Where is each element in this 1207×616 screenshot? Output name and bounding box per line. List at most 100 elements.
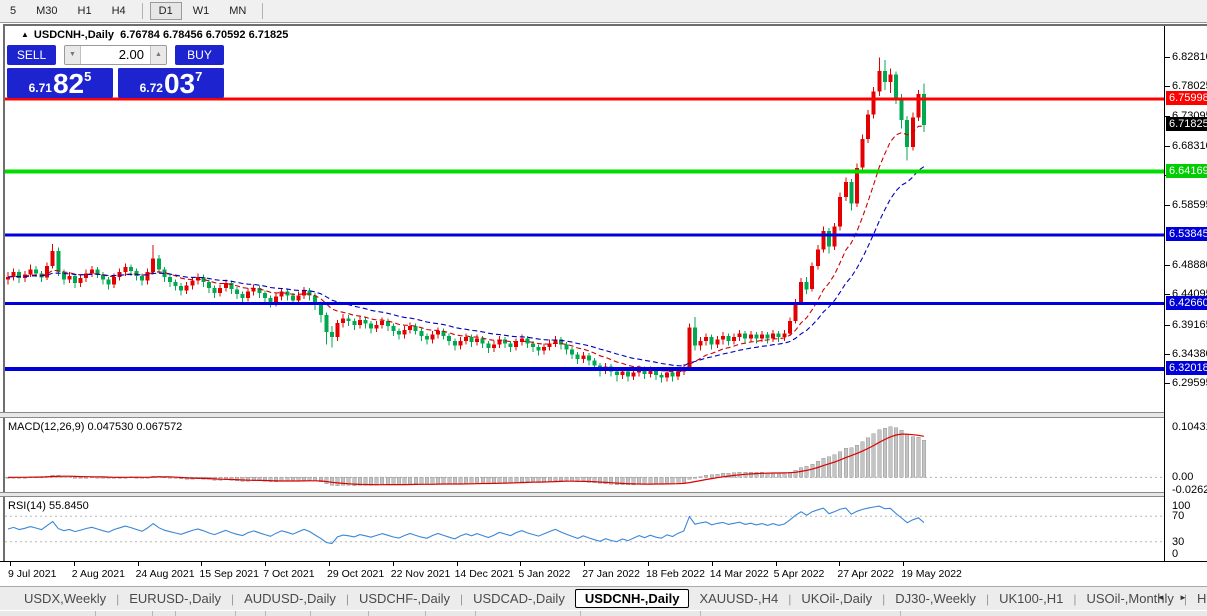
rsi-axis-label: 100 [1172, 500, 1191, 512]
date-label: 27 Apr 2022 [837, 568, 895, 580]
chart-tab[interactable]: USDCAD-,Daily [473, 591, 565, 606]
timeframe-button[interactable]: W1 [184, 2, 219, 20]
date-label: 29 Oct 2021 [327, 568, 385, 580]
status-strip-divider [265, 611, 266, 616]
macd-axis-label: 0.104313 [1172, 420, 1207, 433]
chart-tab[interactable]: USDCHF-,Daily [358, 591, 450, 606]
timeframe-button[interactable]: H4 [103, 2, 135, 20]
chart-tab[interactable]: EURUSD-,Daily [129, 591, 221, 606]
chart-frame-top-border [3, 24, 1207, 26]
date-tick-mark [520, 562, 522, 566]
date-label: 24 Aug 2021 [135, 568, 195, 580]
rsi-chart[interactable] [5, 497, 1164, 561]
buy-price-panel[interactable]: 6.72 03 7 [118, 67, 224, 98]
price-tick-label: 6.82810 [1172, 50, 1207, 63]
tab-scroll-right-icon[interactable]: ► [1176, 591, 1190, 604]
rsi-line [7, 505, 925, 545]
tab-separator: | [882, 591, 886, 606]
date-tick-mark [584, 562, 586, 566]
level-price-badge[interactable]: 6.64169 [1166, 163, 1207, 178]
macd-name: MACD(12,26,9) [8, 421, 85, 433]
buy-price-big: 03 [163, 68, 196, 99]
price-tick-mark [1165, 383, 1170, 385]
buy-button[interactable]: BUY [175, 45, 224, 65]
rsi-value: 55.8450 [48, 500, 89, 512]
sell-button[interactable]: SELL [7, 45, 56, 65]
level-price-badge[interactable]: 6.53845 [1166, 226, 1207, 241]
volume-value[interactable]: 2.00 [118, 47, 144, 62]
date-tick-mark [775, 562, 777, 566]
one-click-collapse-icon[interactable]: ▲ [21, 30, 29, 39]
status-strip-divider [475, 611, 476, 616]
tab-separator: | [116, 591, 120, 606]
sell-price-small: 6.71 [28, 81, 52, 95]
level-price-badge[interactable]: 6.32018 [1166, 360, 1207, 375]
price-tick-mark [1165, 264, 1170, 266]
toolbar-separator [141, 3, 143, 19]
chart-tab[interactable]: XAUUSD-,H4 [699, 591, 779, 606]
pane-separator[interactable] [0, 412, 1207, 418]
sell-price-panel[interactable]: 6.71 82 5 [7, 67, 113, 98]
date-label: 7 Oct 2021 [263, 568, 315, 580]
chart-tab[interactable]: USDCNH-,Daily [574, 589, 690, 608]
macd-histogram [6, 426, 926, 486]
date-label: 14 Dec 2021 [454, 568, 515, 580]
macd-axis-label: -0.026249 [1172, 484, 1207, 497]
rsi-pane [5, 497, 1164, 561]
chart-tab[interactable]: USOil-,Monthly [1086, 591, 1174, 606]
date-label: 27 Jan 2022 [582, 568, 640, 580]
date-label: 14 Mar 2022 [709, 568, 769, 580]
ma-fast-line [7, 125, 924, 373]
tab-separator: | [1073, 591, 1077, 606]
tab-separator: | [788, 591, 792, 606]
tab-separator: | [345, 591, 349, 606]
date-label: 15 Sep 2021 [199, 568, 259, 580]
level-price-badge[interactable]: 6.42660 [1166, 295, 1207, 310]
price-tick-label: 6.58595 [1172, 199, 1207, 212]
price-axis[interactable]: 6.828106.780256.730956.683106.635256.585… [1164, 26, 1207, 561]
timeframe-toolbar: 5 M30 H1 H4 D1 W1 MN [0, 0, 1207, 23]
chart-ohlc-values: 6.76784 6.78456 6.70592 6.71825 [120, 29, 289, 41]
timeframe-button[interactable]: H1 [69, 2, 101, 20]
tab-separator: | [1183, 591, 1188, 606]
timeframe-button[interactable]: D1 [149, 2, 182, 20]
rsi-label: RSI(14) 55.8450 [8, 500, 89, 512]
price-tick-mark [1165, 353, 1170, 355]
rsi-name: RSI(14) [8, 500, 46, 512]
timeframe-button[interactable]: M30 [27, 2, 66, 20]
price-tick-mark [1165, 205, 1170, 207]
date-label: 22 Nov 2021 [390, 568, 451, 580]
chart-tab[interactable]: UK100-,H1 [999, 591, 1064, 606]
date-tick-mark [648, 562, 649, 566]
status-strip-divider [700, 611, 701, 616]
macd-chart[interactable] [5, 418, 1164, 492]
chart-tab[interactable]: USDX,Weekly [24, 591, 107, 606]
timeframe-button[interactable]: 5 [1, 2, 25, 20]
date-axis[interactable]: 9 Jul 2021 2 Aug 2021 24 Aug 2021 15 Sep 20… [0, 561, 1207, 586]
date-tick-mark [392, 562, 394, 566]
price-tick-label: 6.48880 [1172, 258, 1207, 271]
timeframe-button[interactable]: MN [220, 2, 255, 20]
date-tick-mark [456, 562, 458, 566]
chart-tab[interactable]: HK50-, [1197, 591, 1207, 606]
status-strip-divider [368, 611, 369, 616]
chart-tab[interactable]: AUDUSD-,Daily [244, 591, 336, 606]
status-strip-divider [425, 611, 426, 616]
date-tick-mark [137, 562, 139, 566]
date-label: 5 Apr 2022 [773, 568, 825, 580]
status-strip-divider [175, 611, 176, 616]
status-strip-divider [900, 611, 901, 616]
volume-decrease-icon[interactable]: ▼ [65, 46, 81, 64]
pane-separator[interactable] [0, 492, 1207, 497]
candles-layer [6, 57, 926, 383]
chart-tab[interactable]: UKOil-,Daily [801, 591, 873, 606]
tab-scroll-left-icon[interactable]: ◄ [1154, 591, 1168, 604]
level-price-badge[interactable]: 6.75998 [1166, 91, 1207, 106]
price-tick-label: 6.78025 [1172, 80, 1207, 93]
volume-increase-icon[interactable]: ▲ [150, 46, 166, 64]
price-tick-mark [1165, 56, 1170, 58]
price-tick-mark [1165, 294, 1170, 296]
chart-tab[interactable]: DJ30-,Weekly [895, 591, 976, 606]
price-chart[interactable] [5, 26, 1164, 412]
